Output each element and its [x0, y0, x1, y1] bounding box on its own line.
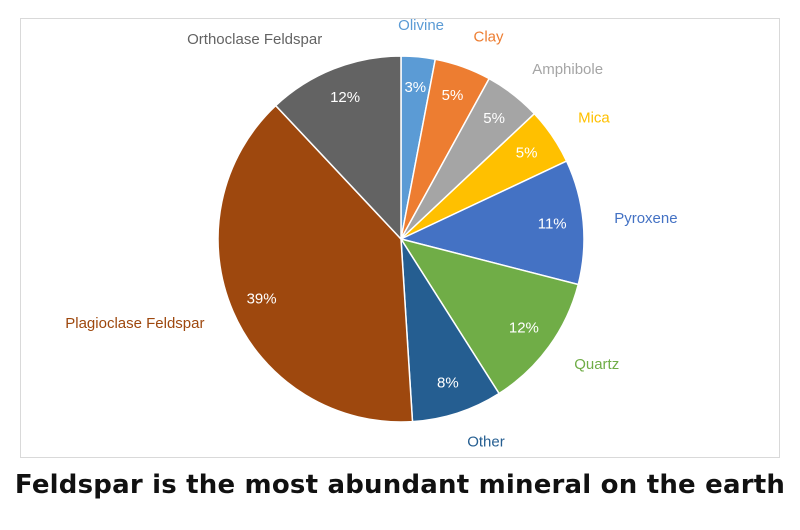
category-label-other: Other: [467, 434, 505, 451]
category-label-orthoclase-feldspar: Orthoclase Feldspar: [187, 31, 322, 48]
slice-pyroxene: [398, 160, 585, 286]
category-label-amphibole: Amphibole: [532, 61, 603, 78]
category-label-mica: Mica: [578, 110, 610, 127]
pie-labels: 3% Olivine 5% Clay 5% Amphibole 5% Mica 11% Pyrox…: [65, 19, 677, 451]
pct-label-other: 8%: [437, 374, 459, 391]
slice-quartz: [399, 237, 580, 395]
chart-frame: 3% Olivine 5% Clay 5% Amphibole 5% Mica 11% Pyrox…: [20, 18, 780, 458]
pct-label-amphibole: 5%: [483, 110, 505, 127]
pct-label-clay: 5%: [442, 87, 464, 104]
chart-caption: Feldspar is the most abundant mineral on…: [14, 470, 786, 500]
pie-slices: [217, 55, 585, 423]
pct-label-mica: 5%: [516, 145, 538, 162]
pct-label-pyroxene: 11%: [538, 216, 567, 233]
pct-label-orthoclase-feldspar: 12%: [330, 89, 360, 106]
slice-plagioclase-feldspar: [217, 104, 414, 423]
category-label-clay: Clay: [474, 28, 505, 45]
slice-orthoclase-feldspar: [274, 55, 402, 241]
slice-other: [400, 238, 501, 423]
pie-chart: 3% Olivine 5% Clay 5% Amphibole 5% Mica 11% Pyrox…: [65, 19, 677, 451]
pct-label-quartz: 12%: [509, 319, 539, 336]
pct-label-olivine: 3%: [404, 79, 426, 96]
category-label-olivine: Olivine: [398, 19, 444, 34]
category-label-pyroxene: Pyroxene: [614, 210, 677, 227]
category-label-plagioclase-feldspar: Plagioclase Feldspar: [65, 315, 204, 332]
pct-label-plagioclase-feldspar: 39%: [247, 290, 277, 307]
category-label-quartz: Quartz: [574, 356, 619, 373]
